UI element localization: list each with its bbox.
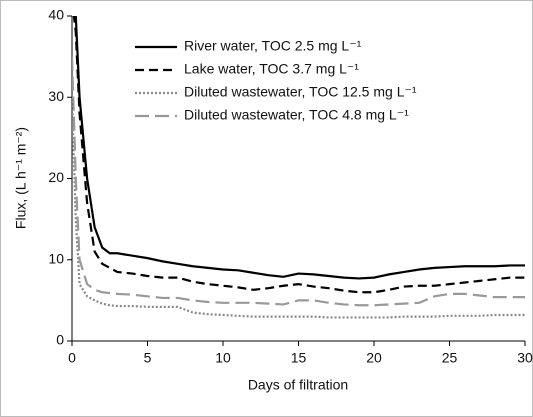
legend-label: Diluted wastewater, TOC 12.5 mg L⁻¹: [184, 84, 417, 100]
y-tick-label: 30: [48, 88, 64, 104]
plot-area: [72, 16, 525, 319]
x-tick-label: 20: [366, 350, 382, 366]
x-axis-label: Days of filtration: [248, 377, 348, 393]
legend-label: River water, TOC 2.5 mg L⁻¹: [184, 38, 362, 54]
y-tick-label: 0: [56, 332, 64, 348]
series-line: [72, 16, 525, 294]
y-tick-label: 40: [48, 7, 64, 23]
series-line: [72, 56, 525, 307]
x-tick-label: 25: [442, 350, 458, 366]
legend-label: Diluted wastewater, TOC 4.8 mg L⁻¹: [184, 107, 409, 123]
y-axis-label: Flux, (L h⁻¹ m⁻²): [13, 127, 29, 229]
x-tick-label: 0: [68, 350, 76, 366]
legend-label: Lake water, TOC 3.7 mg L⁻¹: [184, 61, 359, 77]
y-tick-label: 10: [48, 250, 64, 266]
y-tick-label: 20: [48, 169, 64, 185]
x-tick-label: 15: [291, 350, 307, 366]
x-tick-label: 10: [215, 350, 231, 366]
x-tick-label: 5: [144, 350, 152, 366]
x-tick-label: 30: [517, 350, 533, 366]
series-line: [74, 16, 525, 280]
series-line: [72, 97, 525, 319]
